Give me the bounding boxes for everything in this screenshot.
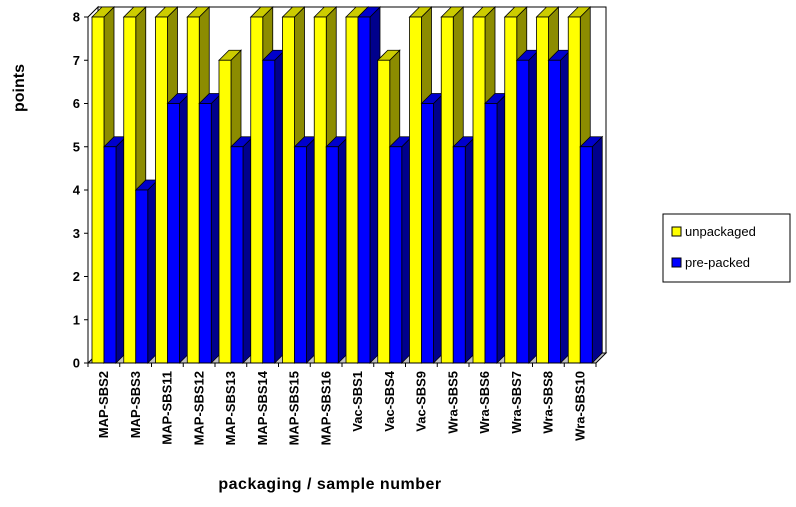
bar-pre-packed-Wra-SBS7 bbox=[515, 49, 540, 364]
bar-unpackaged-Wra-SBS6-front bbox=[472, 16, 486, 364]
bar-unpackaged-Wra-SBS10-front bbox=[567, 16, 581, 364]
legend-label-pre-packed: pre-packed bbox=[685, 255, 750, 270]
legend-swatch-pre-packed bbox=[671, 257, 682, 268]
bar-pre-packed-Vac-SBS9 bbox=[420, 92, 445, 364]
bar-pre-packed-Wra-SBS6 bbox=[484, 92, 508, 364]
bar-pre-packed-MAP-SBS3-front bbox=[135, 189, 149, 364]
y-axis-title: points bbox=[11, 64, 28, 112]
x-tick-label: MAP-SBS16 bbox=[318, 371, 333, 445]
bar-unpackaged-MAP-SBS3-front bbox=[123, 16, 137, 364]
bar-pre-packed-MAP-SBS12 bbox=[198, 92, 223, 364]
y-tick-label: 7 bbox=[73, 53, 80, 68]
x-tick-label: MAP-SBS13 bbox=[223, 371, 238, 445]
bar-pre-packed-MAP-SBS13 bbox=[230, 135, 254, 364]
y-tick-label: 0 bbox=[73, 356, 80, 371]
bar-pre-packed-Vac-SBS1 bbox=[357, 6, 381, 364]
bar-pre-packed-MAP-SBS12-front bbox=[198, 103, 212, 364]
x-tick-label: Vac-SBS4 bbox=[382, 370, 397, 431]
y-tick-label: 5 bbox=[73, 139, 80, 154]
bar-pre-packed-MAP-SBS16-front bbox=[325, 146, 339, 364]
legend: unpackaged pre-packed bbox=[662, 213, 791, 283]
bar-pre-packed-Wra-SBS7-front bbox=[516, 59, 530, 364]
bar-pre-packed-Vac-SBS4-front bbox=[389, 146, 403, 364]
x-tick-label: MAP-SBS14 bbox=[255, 370, 270, 445]
y-tick-label: 8 bbox=[73, 10, 80, 25]
bar-pre-packed-MAP-SBS11-front bbox=[167, 103, 180, 364]
bar-pre-packed-MAP-SBS13-front bbox=[230, 146, 244, 364]
bar-unpackaged-Wra-SBS8-front bbox=[536, 16, 549, 364]
x-tick-label: MAP-SBS11 bbox=[160, 371, 175, 445]
x-tick-label: Wra-SBS7 bbox=[509, 371, 524, 434]
y-tick-label: 4 bbox=[73, 183, 81, 198]
bar-pre-packed-MAP-SBS16 bbox=[325, 135, 350, 364]
legend-box bbox=[662, 213, 791, 283]
bar-pre-packed-Wra-SBS8 bbox=[547, 49, 572, 364]
y-tick-label: 1 bbox=[73, 312, 80, 327]
bar-unpackaged-MAP-SBS14-front bbox=[250, 16, 264, 364]
bar-unpackaged-MAP-SBS2-front bbox=[91, 16, 105, 364]
bar-pre-packed-Vac-SBS4 bbox=[388, 135, 413, 364]
bar-pre-packed-MAP-SBS2 bbox=[103, 135, 127, 364]
x-tick-label: Wra-SBS6 bbox=[477, 371, 492, 434]
bar-unpackaged-Wra-SBS7-front bbox=[504, 16, 518, 364]
bar-unpackaged-Vac-SBS9-front bbox=[409, 16, 422, 364]
bar-pre-packed-Wra-SBS10-side bbox=[591, 135, 603, 364]
bar-pre-packed-MAP-SBS11 bbox=[166, 92, 191, 364]
x-tick-label: MAP-SBS3 bbox=[128, 371, 143, 438]
bar-pre-packed-MAP-SBS15-front bbox=[294, 146, 307, 364]
bar-pre-packed-Vac-SBS9-front bbox=[421, 103, 434, 364]
x-tick-label: Wra-SBS8 bbox=[541, 371, 556, 434]
bar-pre-packed-Wra-SBS5-front bbox=[452, 146, 466, 364]
bars-group bbox=[91, 6, 604, 364]
x-tick-label: Vac-SBS9 bbox=[414, 371, 429, 432]
bar-unpackaged-Vac-SBS4-front bbox=[377, 59, 391, 364]
x-tick-labels: MAP-SBS2 MAP-SBS3 MAP-SBS11 MAP-SBS12 MAP-SB… bbox=[87, 363, 597, 445]
x-axis-title: packaging / sample number bbox=[218, 476, 441, 493]
bar-pre-packed-MAP-SBS3 bbox=[134, 179, 159, 364]
x-tick-label: Vac-SBS1 bbox=[350, 371, 365, 432]
x-tick-label: Wra-SBS10 bbox=[572, 371, 587, 441]
y-tick-labels: 0 1 2 3 4 5 6 7 8 bbox=[73, 10, 88, 371]
bar-pre-packed-Wra-SBS10-front bbox=[579, 146, 593, 364]
legend-label-unpackaged: unpackaged bbox=[685, 224, 756, 239]
bar-pre-packed-Wra-SBS5 bbox=[452, 135, 477, 364]
bar-pre-packed-Wra-SBS6-front bbox=[484, 103, 498, 364]
bar-pre-packed-Wra-SBS8-front bbox=[548, 59, 561, 364]
bar-pre-packed-Wra-SBS10 bbox=[579, 135, 604, 364]
y-tick-label: 2 bbox=[73, 269, 80, 284]
bar-unpackaged-MAP-SBS15-front bbox=[282, 16, 295, 364]
x-tick-label: Wra-SBS5 bbox=[445, 371, 460, 434]
bar-unpackaged-Vac-SBS1-front bbox=[345, 16, 359, 364]
x-tick-label: MAP-SBS12 bbox=[191, 371, 206, 445]
bar-pre-packed-MAP-SBS14-front bbox=[262, 59, 276, 364]
bar-unpackaged-MAP-SBS16-front bbox=[313, 16, 327, 364]
bar-unpackaged-Wra-SBS5-front bbox=[440, 16, 454, 364]
legend-swatch-unpackaged bbox=[671, 226, 682, 237]
bar-unpackaged-MAP-SBS13-front bbox=[218, 59, 232, 364]
bar-pre-packed-MAP-SBS15 bbox=[293, 135, 318, 364]
x-tick-label: MAP-SBS2 bbox=[96, 371, 111, 438]
bar-pre-packed-MAP-SBS14 bbox=[261, 49, 286, 364]
x-tick-label: MAP-SBS15 bbox=[287, 371, 302, 445]
bar-pre-packed-Vac-SBS1-front bbox=[357, 16, 371, 364]
bar-pre-packed-MAP-SBS2-front bbox=[103, 146, 117, 364]
y-tick-label: 3 bbox=[73, 226, 80, 241]
bar-unpackaged-MAP-SBS11-front bbox=[155, 16, 168, 364]
bar-unpackaged-MAP-SBS12-front bbox=[186, 16, 200, 364]
y-tick-label: 6 bbox=[73, 96, 80, 111]
